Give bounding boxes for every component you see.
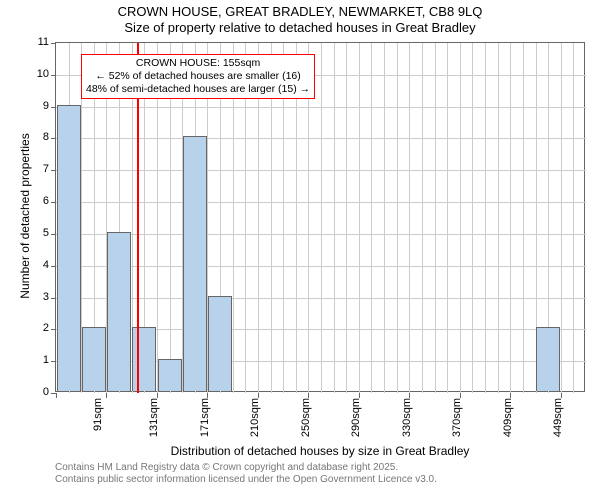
annotation-line: CROWN HOUSE: 155sqm — [86, 57, 310, 70]
annotation-box: CROWN HOUSE: 155sqm← 52% of detached hou… — [81, 54, 315, 99]
bar — [57, 105, 81, 391]
xtick-label: 409sqm — [502, 398, 514, 437]
grid-line-v-minor — [498, 43, 499, 393]
ytick-label: 9 — [27, 100, 49, 112]
grid-line-v-minor — [422, 43, 423, 393]
grid-line-v-minor — [523, 43, 524, 393]
bar — [536, 327, 560, 391]
bar — [158, 359, 182, 391]
xtick-label: 449sqm — [552, 398, 564, 437]
ytick-label: 1 — [27, 354, 49, 366]
grid-line-v — [510, 43, 511, 393]
xtick-label: 290sqm — [351, 398, 363, 437]
ytick-mark — [51, 298, 56, 299]
grid-line-v-minor — [371, 43, 372, 393]
xtick-label: 250sqm — [300, 398, 312, 437]
grid-line-v-minor — [472, 43, 473, 393]
grid-line-v — [359, 43, 360, 393]
ytick-label: 11 — [27, 36, 49, 48]
ytick-label: 6 — [27, 195, 49, 207]
y-axis-title: Number of detached properties — [18, 116, 32, 316]
xtick-label: 370sqm — [451, 398, 463, 437]
ytick-label: 7 — [27, 163, 49, 175]
ytick-mark — [51, 170, 56, 171]
xtick-label: 131sqm — [149, 398, 161, 437]
ytick-mark — [51, 107, 56, 108]
xtick-label: 171sqm — [199, 398, 211, 437]
footer: Contains HM Land Registry data © Crown c… — [55, 462, 437, 486]
bar — [107, 232, 131, 391]
titles: CROWN HOUSE, GREAT BRADLEY, NEWMARKET, C… — [0, 0, 600, 35]
ytick-label: 3 — [27, 291, 49, 303]
grid-line-v — [409, 43, 410, 393]
grid-line-v-minor — [346, 43, 347, 393]
xtick-mark — [106, 393, 107, 398]
ytick-mark — [51, 234, 56, 235]
xtick-mark — [56, 393, 57, 398]
footer-line-1: Contains HM Land Registry data © Crown c… — [55, 462, 437, 474]
x-axis-title: Distribution of detached houses by size … — [55, 444, 585, 458]
ytick-mark — [51, 329, 56, 330]
ytick-mark — [51, 202, 56, 203]
annotation-line: ← 52% of detached houses are smaller (16… — [86, 70, 310, 83]
ytick-mark — [51, 75, 56, 76]
grid-line-v-minor — [397, 43, 398, 393]
grid-line-v — [435, 43, 436, 393]
xtick-label: 210sqm — [250, 398, 262, 437]
bar — [183, 136, 207, 391]
ytick-label: 0 — [27, 386, 49, 398]
ytick-mark — [51, 266, 56, 267]
ytick-mark — [51, 43, 56, 44]
ytick-label: 2 — [27, 322, 49, 334]
grid-line-v-minor — [447, 43, 448, 393]
ytick-label: 4 — [27, 259, 49, 271]
xtick-label: 330sqm — [401, 398, 413, 437]
grid-line-v — [561, 43, 562, 393]
title-line-2: Size of property relative to detached ho… — [0, 20, 600, 36]
grid-line-v-minor — [321, 43, 322, 393]
footer-line-2: Contains public sector information licen… — [55, 474, 437, 486]
grid-line-v-minor — [573, 43, 574, 393]
chart-container: CROWN HOUSE, GREAT BRADLEY, NEWMARKET, C… — [0, 0, 600, 500]
bar — [208, 296, 232, 391]
ytick-label: 8 — [27, 131, 49, 143]
ytick-label: 5 — [27, 227, 49, 239]
grid-line-v — [485, 43, 486, 393]
grid-line-v — [460, 43, 461, 393]
annotation-line: 48% of semi-detached houses are larger (… — [86, 83, 310, 96]
ytick-label: 10 — [27, 68, 49, 80]
bar — [82, 327, 106, 391]
ytick-mark — [51, 138, 56, 139]
ytick-mark — [51, 361, 56, 362]
title-line-1: CROWN HOUSE, GREAT BRADLEY, NEWMARKET, C… — [0, 4, 600, 20]
xtick-label: 91sqm — [92, 398, 104, 431]
grid-line-v — [334, 43, 335, 393]
grid-line-v — [384, 43, 385, 393]
